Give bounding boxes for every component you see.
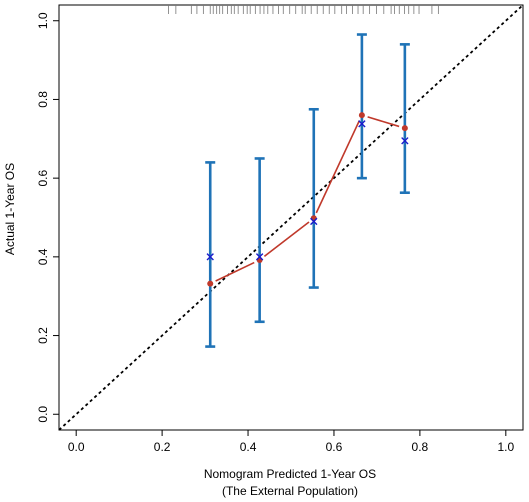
y-tick-label: 0.2 (36, 327, 50, 344)
y-tick-label: 0.8 (36, 91, 50, 108)
bias-corrected-point (401, 137, 409, 145)
plot-frame (58, 4, 524, 431)
y-tick-label: 0.6 (36, 169, 50, 186)
apparent-point (401, 125, 408, 132)
apparent-line-segment (315, 120, 361, 214)
bias-corrected-point (255, 253, 264, 261)
x-tick-label: 0.8 (412, 440, 429, 454)
y-axis-title: Actual 1-Year OS (3, 163, 17, 255)
x-tick-label: 0.0 (68, 440, 85, 454)
bias-corrected-point (358, 120, 366, 128)
x-tick-label: 0.6 (326, 440, 343, 454)
x-marker-stroke (401, 137, 409, 145)
bias-corrected-point (310, 217, 318, 226)
x-marker-stroke (255, 253, 264, 261)
x-tick-label: 0.4 (240, 440, 257, 454)
apparent-point (207, 280, 214, 287)
y-tick-label: 0.0 (36, 406, 50, 423)
x-axis-title: Nomogram Predicted 1-Year OS (204, 467, 376, 481)
y-tick-label: 1.0 (36, 12, 50, 29)
apparent-point (256, 257, 263, 263)
apparent-line-segment (215, 261, 255, 282)
apparent-point (358, 112, 365, 119)
x-axis-subtitle: (The External Population) (222, 484, 358, 498)
y-tick-label: 0.4 (36, 248, 50, 265)
apparent-line-segment (367, 116, 400, 128)
apparent-line-segment (263, 221, 310, 257)
reference-line (58, 4, 524, 431)
x-tick-label: 0.2 (154, 440, 171, 454)
x-marker-stroke (310, 217, 318, 226)
x-marker-stroke (358, 120, 366, 128)
x-marker-stroke (206, 253, 214, 261)
x-tick-label: 1.0 (497, 440, 514, 454)
bias-corrected-point (206, 253, 214, 261)
apparent-point (310, 215, 317, 222)
